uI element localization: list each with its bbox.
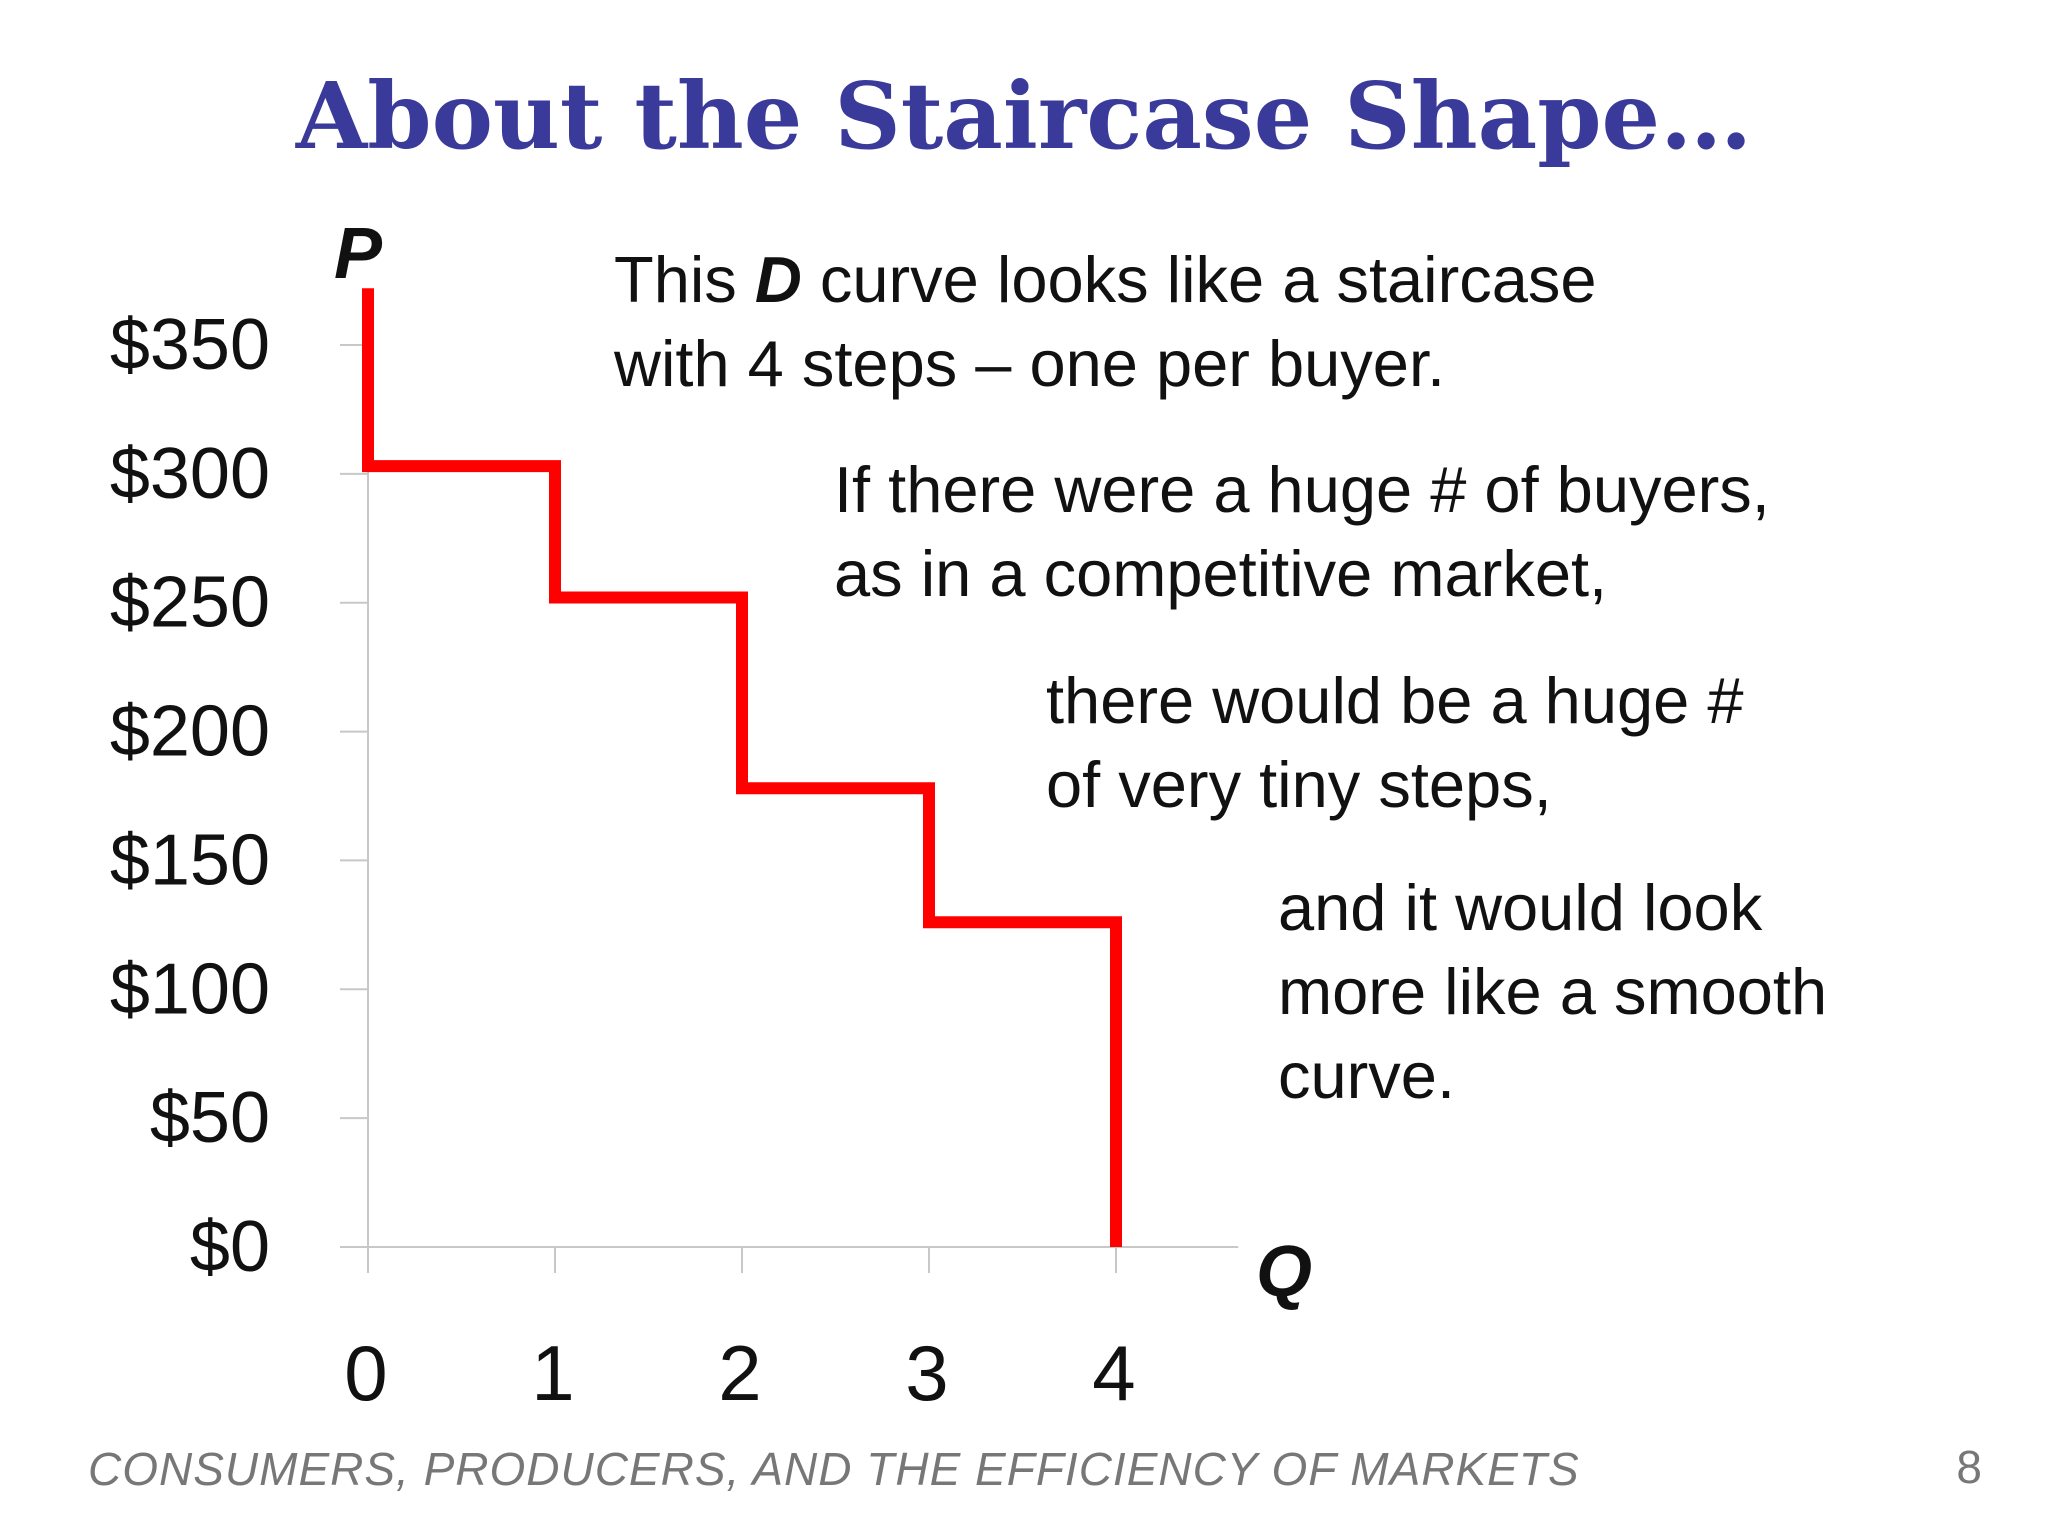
x-tick-label: 2: [718, 1329, 761, 1417]
note-1-text-a: This: [614, 243, 755, 316]
y-tick-label: $0: [190, 1207, 270, 1287]
note-3-line-1: there would be a huge #: [1046, 664, 1744, 737]
note-2-line-2: as in a competitive market,: [834, 537, 1608, 610]
note-2-line-1: If there were a huge # of buyers,: [834, 453, 1770, 526]
note-many-buyers: If there were a huge # of buyers, as in …: [834, 448, 1770, 616]
y-tick-label: $50: [150, 1078, 270, 1158]
slide-title: About the Staircase Shape…: [295, 62, 1753, 170]
note-smooth-curve: and it would look more like a smooth cur…: [1278, 866, 1827, 1118]
y-tick-label: $350: [110, 305, 270, 385]
note-4-line-1: and it would look: [1278, 871, 1763, 944]
y-tick-label: $200: [110, 692, 270, 772]
x-tick-label: 1: [531, 1329, 574, 1417]
slide-footer: CONSUMERS, PRODUCERS, AND THE EFFICIENCY…: [88, 1443, 1580, 1495]
note-4-line-3: curve.: [1278, 1039, 1456, 1112]
note-staircase: This D curve looks like a staircase with…: [614, 238, 1597, 406]
note-1-text-b: curve looks like a staircase: [801, 243, 1597, 316]
x-axis-label: Q: [1256, 1232, 1312, 1312]
x-tick-label: 4: [1092, 1329, 1135, 1417]
y-tick-label: $300: [110, 434, 270, 514]
y-axis-label: P: [334, 214, 383, 294]
y-tick-label: $250: [110, 563, 270, 643]
note-tiny-steps: there would be a huge # of very tiny ste…: [1046, 659, 1743, 827]
note-1-line-2: with 4 steps – one per buyer.: [614, 327, 1446, 400]
page-number: 8: [1956, 1441, 1982, 1493]
y-tick-label: $100: [110, 949, 270, 1029]
y-tick-label: $150: [110, 820, 270, 900]
note-1-emph: D: [754, 243, 802, 316]
x-tick-label: 3: [905, 1329, 948, 1417]
note-4-line-2: more like a smooth: [1278, 955, 1828, 1028]
x-tick-label: 0: [344, 1329, 387, 1417]
note-3-line-2: of very tiny steps,: [1046, 748, 1552, 821]
demand-step-line: [362, 288, 1122, 1247]
